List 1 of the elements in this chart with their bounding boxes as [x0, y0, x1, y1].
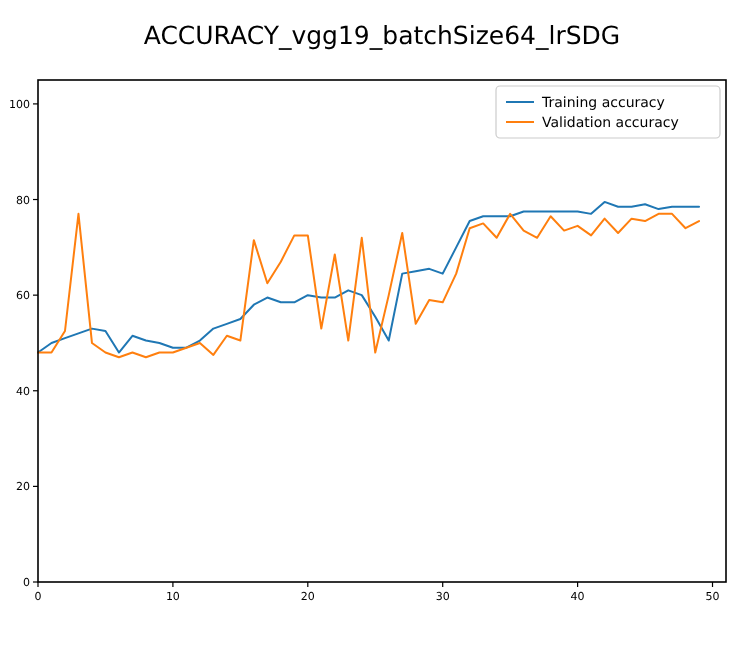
chart-title: ACCURACY_vgg19_batchSize64_lrSDG	[143, 20, 621, 50]
